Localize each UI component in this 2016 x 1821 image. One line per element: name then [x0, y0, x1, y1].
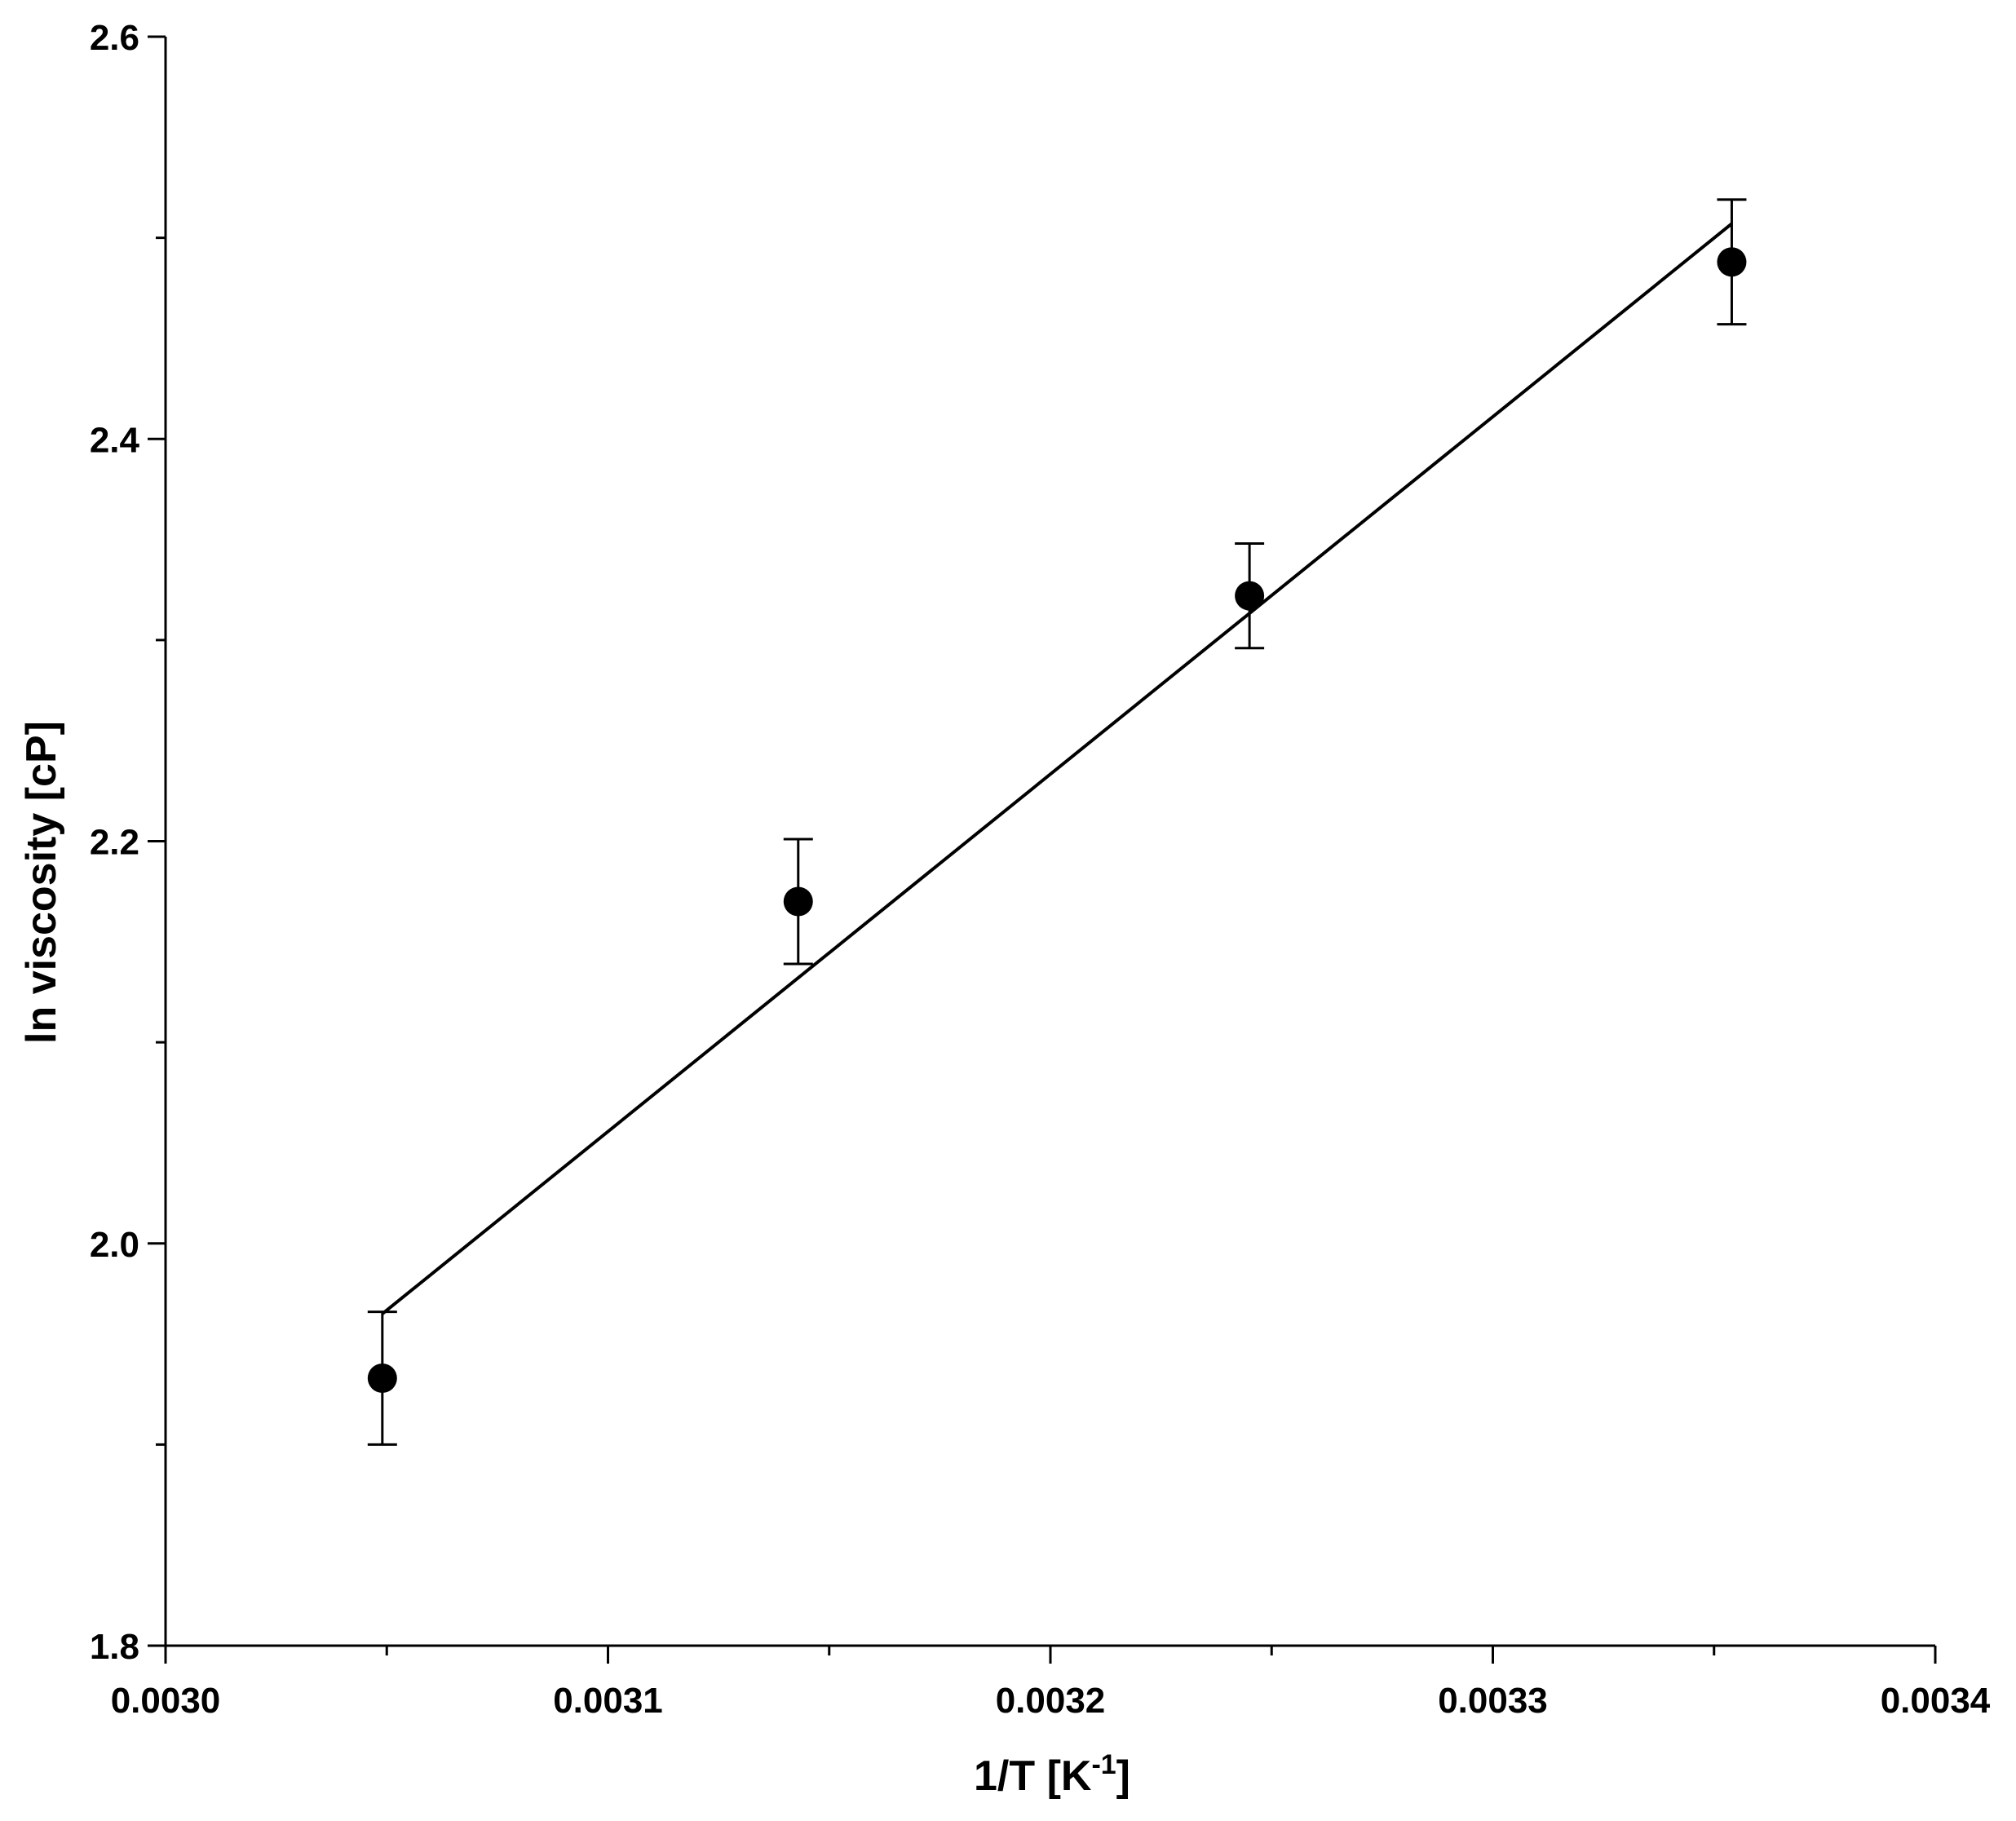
y-tick-label: 2.6 — [90, 18, 139, 58]
data-point — [1235, 581, 1265, 611]
x-tick-label: 0.0031 — [553, 1681, 663, 1721]
y-tick-label: 2.0 — [90, 1225, 139, 1265]
x-tick-label: 0.0032 — [996, 1681, 1106, 1721]
x-axis-title-end: ] — [1116, 1752, 1130, 1800]
data-point — [367, 1363, 397, 1393]
data-points — [367, 198, 1747, 1446]
y-axis-title: ln viscosity [cP] — [18, 721, 65, 1044]
y-tick-label: 2.4 — [90, 420, 140, 460]
fit-line-group — [381, 222, 1733, 1315]
y-tick-label: 2.2 — [90, 823, 139, 863]
data-point — [783, 886, 813, 917]
x-tick-label: 0.0034 — [1881, 1681, 1991, 1721]
x-axis-title-main: 1/T [K — [974, 1752, 1092, 1800]
x-tick-label: 0.0033 — [1438, 1681, 1548, 1721]
x-tick-label: 0.0030 — [111, 1681, 221, 1721]
x-axis-title-superscript: -1 — [1091, 1749, 1116, 1780]
x-axis-title: 1/T [K-1] — [974, 1749, 1130, 1800]
data-point — [1717, 247, 1747, 277]
axes: 1.8 2.0 2.2 2.4 2.6 0.0030 0.0031 0.0032 0.0033 0… — [90, 18, 1991, 1721]
y-tick-label: 1.8 — [90, 1627, 139, 1667]
fit-line — [381, 222, 1733, 1315]
